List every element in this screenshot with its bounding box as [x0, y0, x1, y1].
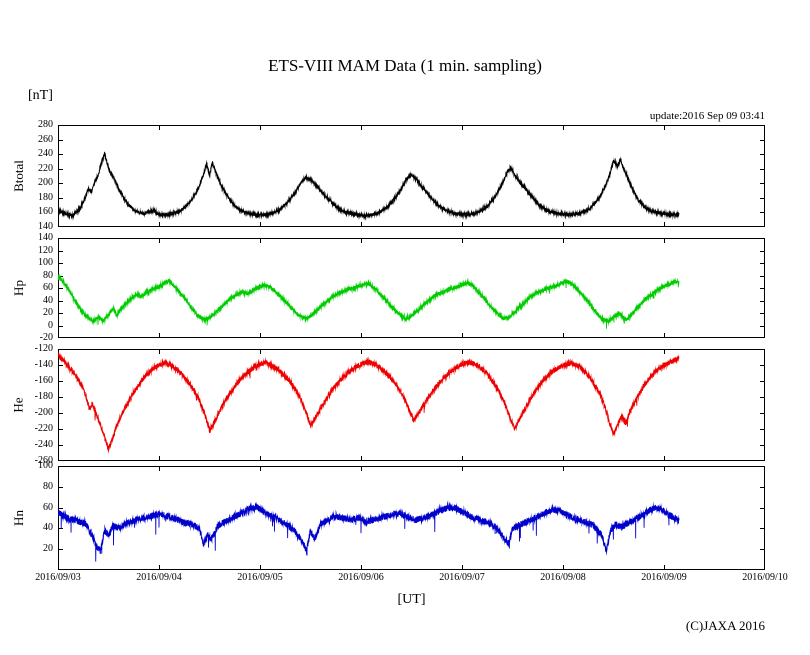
- y-tick-label: 0: [48, 319, 53, 331]
- y-tick-label: 180: [38, 191, 53, 203]
- y-tick-label: 140: [38, 232, 53, 243]
- y-tick-label: 160: [38, 206, 53, 218]
- panel-canvas-1: [58, 238, 765, 338]
- y-tick-label: 60: [43, 501, 53, 513]
- y-tick-label: -220: [34, 423, 53, 434]
- x-tick-label: 2016/09/05: [237, 572, 283, 583]
- y-tick-label: 120: [38, 244, 53, 256]
- y-tick-label: 140: [38, 221, 53, 232]
- y-tick-label: 40: [43, 522, 53, 534]
- y-tick-label: 100: [38, 257, 53, 268]
- y-tick-label: -140: [34, 359, 53, 370]
- y-tick-label: -200: [34, 407, 53, 418]
- x-tick-label: 2016/09/09: [641, 572, 687, 583]
- y-tick-label: 100: [38, 460, 53, 471]
- y-tick-label: 20: [43, 543, 53, 555]
- y-tick-label: 200: [38, 177, 53, 189]
- y-tick-label: -240: [34, 439, 53, 450]
- panel-canvas-3: [58, 466, 765, 570]
- x-tick-label: 2016/09/10: [742, 572, 788, 583]
- y-tick-label: 240: [38, 148, 53, 160]
- unit-label: [nT]: [28, 88, 53, 103]
- y-tick-label: 220: [38, 162, 53, 174]
- x-tick-label: 2016/09/04: [136, 572, 182, 583]
- copyright: (C)JAXA 2016: [685, 618, 765, 633]
- x-axis-label: [UT]: [397, 592, 426, 607]
- update-timestamp: update:2016 Sep 09 03:41: [649, 110, 765, 122]
- panel-canvas-2: [58, 349, 765, 461]
- y-tick-label: -20: [39, 332, 53, 343]
- y-tick-label: 60: [43, 282, 53, 293]
- y-tick-label: 80: [43, 269, 53, 281]
- y-tick-label: -260: [34, 455, 53, 466]
- y-tick-label: -180: [34, 391, 53, 402]
- y-tick-label: 280: [38, 119, 53, 130]
- x-tick-label: 2016/09/08: [540, 572, 586, 583]
- x-tick-label: 2016/09/06: [338, 572, 384, 583]
- y-tick-label: 20: [43, 307, 53, 318]
- y-tick-label: 260: [38, 133, 53, 145]
- y-tick-label: 80: [43, 480, 53, 492]
- y-tick-label: -160: [34, 375, 53, 386]
- y-tick-label: -120: [34, 343, 53, 354]
- chart-title: ETS-VIII MAM Data (1 min. sampling): [268, 56, 542, 75]
- y-tick-label: 40: [43, 294, 53, 306]
- x-tick-label: 2016/09/07: [439, 572, 485, 583]
- x-tick-label: 2016/09/03: [35, 572, 81, 583]
- panel-canvas-0: [58, 125, 765, 227]
